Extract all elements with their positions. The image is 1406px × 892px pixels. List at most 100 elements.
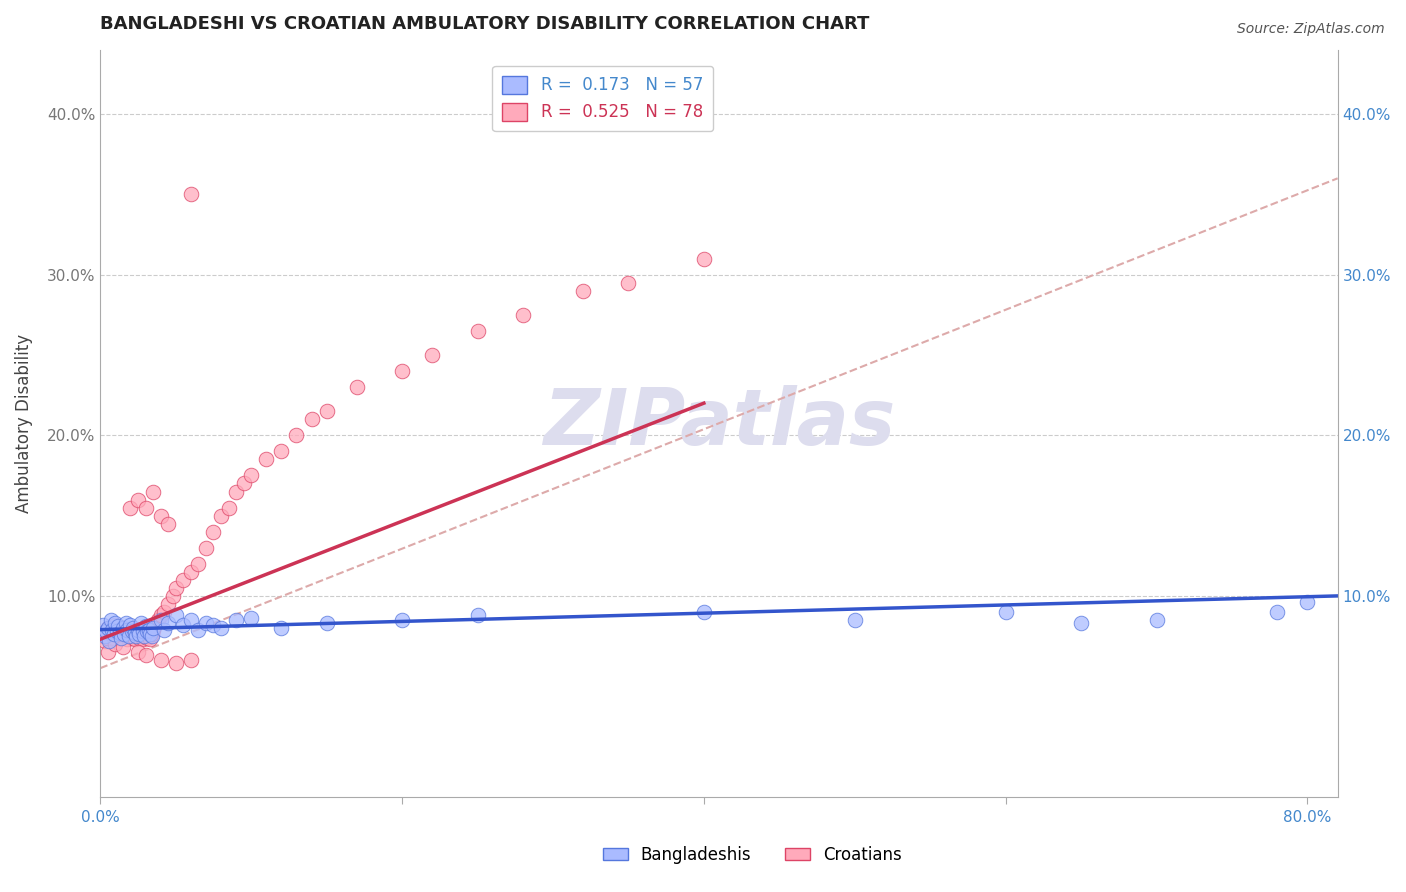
Point [1265,605,1288,619]
Point [139,632,162,647]
Point [180,613,202,627]
Point [98,632,121,647]
Point [165,581,187,595]
Point [844,613,866,627]
Point [97,621,120,635]
Point [180,187,202,202]
Point [240,611,263,625]
Point [94,629,117,643]
Point [202,617,225,632]
Legend: Bangladeshis, Croatians: Bangladeshis, Croatians [596,839,908,871]
Point [97,645,120,659]
Point [136,631,159,645]
Point [110,627,132,641]
Point [134,648,156,663]
Point [1070,616,1092,631]
Point [115,624,138,639]
Point [572,284,595,298]
Point [118,627,141,641]
Point [172,573,194,587]
Point [270,621,292,635]
Point [152,605,174,619]
Point [118,629,141,643]
Point [693,605,716,619]
Point [315,404,337,418]
Point [103,631,125,645]
Point [149,508,172,523]
Point [693,252,716,266]
Point [131,624,153,639]
Point [143,617,166,632]
Point [96,624,118,639]
Point [134,621,156,635]
Point [149,613,172,627]
Point [96,624,118,639]
Point [97,621,120,635]
Point [129,616,152,631]
Point [120,617,142,632]
Point [124,632,146,647]
Point [225,484,247,499]
Point [467,324,489,338]
Text: BANGLADESHI VS CROATIAN AMBULATORY DISABILITY CORRELATION CHART: BANGLADESHI VS CROATIAN AMBULATORY DISAB… [100,15,870,33]
Point [180,653,202,667]
Point [512,308,534,322]
Point [110,631,132,645]
Point [117,623,139,637]
Point [467,608,489,623]
Point [112,629,135,643]
Point [209,508,232,523]
Point [218,500,240,515]
Point [232,476,254,491]
Point [157,616,180,631]
Point [111,621,134,635]
Point [270,444,292,458]
Point [157,516,180,531]
Point [127,645,149,659]
Point [240,468,263,483]
Point [98,633,121,648]
Point [142,623,165,637]
Point [134,500,156,515]
Point [994,605,1017,619]
Point [108,625,131,640]
Point [141,627,163,641]
Point [194,616,217,631]
Point [91,617,114,632]
Point [111,621,134,635]
Point [391,364,413,378]
Point [120,623,142,637]
Point [117,632,139,647]
Point [128,631,150,645]
Point [127,623,149,637]
Y-axis label: Ambulatory Disability: Ambulatory Disability [15,334,32,513]
Point [254,452,277,467]
Point [157,597,180,611]
Point [124,625,146,640]
Point [111,640,134,655]
Point [301,412,323,426]
Point [142,621,165,635]
Text: Source: ZipAtlas.com: Source: ZipAtlas.com [1237,22,1385,37]
Point [165,657,187,671]
Point [122,621,145,635]
Point [131,632,153,647]
Point [105,624,128,639]
Point [129,625,152,640]
Point [225,613,247,627]
Point [104,617,127,632]
Point [149,653,172,667]
Point [112,627,135,641]
Point [285,428,308,442]
Point [180,565,202,579]
Point [121,631,143,645]
Point [128,627,150,641]
Point [165,608,187,623]
Point [94,633,117,648]
Point [172,617,194,632]
Point [138,623,160,637]
Point [152,623,174,637]
Point [315,616,337,631]
Point [108,631,131,645]
Point [134,619,156,633]
